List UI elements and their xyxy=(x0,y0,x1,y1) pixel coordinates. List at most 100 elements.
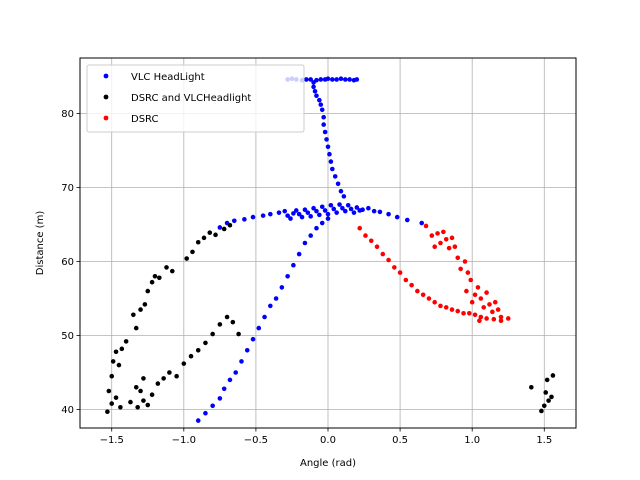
data-point xyxy=(467,311,472,316)
data-point xyxy=(340,205,345,211)
data-points xyxy=(105,76,556,423)
data-point xyxy=(133,325,139,331)
data-point xyxy=(314,93,319,99)
data-point xyxy=(484,316,489,321)
x-tick-label: 1.5 xyxy=(536,435,552,446)
data-point xyxy=(118,404,123,410)
data-point xyxy=(319,204,325,210)
data-point xyxy=(305,210,311,215)
data-point xyxy=(343,77,348,82)
data-point xyxy=(325,211,331,217)
data-point xyxy=(302,240,308,246)
data-point xyxy=(366,205,371,211)
data-point xyxy=(478,314,484,320)
data-point xyxy=(161,376,166,381)
data-point xyxy=(354,205,360,210)
data-point xyxy=(106,388,112,394)
data-point xyxy=(377,209,383,215)
data-point xyxy=(392,265,397,270)
data-point xyxy=(487,302,492,307)
data-point xyxy=(419,220,425,226)
data-point xyxy=(354,77,360,82)
data-point xyxy=(207,230,213,235)
data-point xyxy=(462,259,468,264)
data-point xyxy=(152,274,158,279)
data-point xyxy=(550,373,556,378)
data-point xyxy=(322,129,328,135)
data-point xyxy=(181,361,187,366)
data-point xyxy=(543,390,549,395)
data-point xyxy=(138,307,143,312)
data-point xyxy=(549,394,554,400)
data-point xyxy=(328,159,334,164)
data-point xyxy=(446,245,452,251)
data-point xyxy=(133,385,139,390)
data-point xyxy=(217,396,223,401)
legend-box xyxy=(86,64,305,133)
data-point xyxy=(345,202,351,208)
data-point xyxy=(174,373,179,379)
data-point xyxy=(322,208,328,213)
data-point xyxy=(169,268,175,274)
data-point xyxy=(541,403,547,409)
data-point xyxy=(374,244,380,249)
data-point xyxy=(184,256,189,261)
data-point xyxy=(452,244,458,249)
data-point xyxy=(360,207,365,212)
x-tick-label: −1.0 xyxy=(172,435,196,446)
data-point xyxy=(331,206,337,212)
data-point xyxy=(478,296,484,301)
data-point xyxy=(461,311,466,316)
data-point xyxy=(149,392,155,398)
data-point xyxy=(141,398,146,403)
data-point xyxy=(539,408,544,414)
data-point xyxy=(464,288,469,294)
data-point xyxy=(435,231,440,236)
y-tick-label: 50 xyxy=(61,331,74,342)
legend-marker-dsrc-and-vlc xyxy=(103,94,109,100)
data-point xyxy=(546,398,551,403)
data-point xyxy=(341,194,347,199)
data-point xyxy=(432,299,437,305)
data-point xyxy=(116,362,122,368)
data-point xyxy=(348,206,354,212)
data-point xyxy=(268,303,273,309)
data-point xyxy=(230,319,236,325)
data-point xyxy=(351,210,357,215)
data-point xyxy=(455,255,461,261)
data-point xyxy=(465,270,471,275)
data-point xyxy=(262,314,267,320)
y-tick-label: 70 xyxy=(61,183,74,194)
data-point xyxy=(224,314,230,320)
data-point xyxy=(157,275,162,281)
x-tick-label: 0.5 xyxy=(392,435,408,446)
data-point xyxy=(325,76,331,82)
data-point xyxy=(221,226,227,232)
data-point xyxy=(203,410,208,416)
legend-marker-vlc-headlight xyxy=(103,73,109,79)
data-point xyxy=(210,403,215,409)
data-point xyxy=(273,296,279,301)
data-point xyxy=(325,216,331,221)
y-tick-label: 40 xyxy=(61,405,74,416)
series-0 xyxy=(195,76,425,423)
data-point xyxy=(256,325,262,331)
data-point xyxy=(363,233,368,238)
data-point xyxy=(291,211,296,216)
data-point xyxy=(123,339,129,344)
data-point xyxy=(203,340,208,346)
data-point xyxy=(380,251,386,257)
data-point xyxy=(438,240,443,246)
data-point xyxy=(195,418,201,423)
x-tick-label: −0.5 xyxy=(244,435,268,446)
data-point xyxy=(311,205,316,211)
data-point xyxy=(164,265,169,270)
data-point xyxy=(227,377,233,383)
data-point xyxy=(368,238,374,244)
data-point xyxy=(335,181,341,187)
legend-marker-dsrc xyxy=(103,115,109,121)
data-point xyxy=(327,151,332,157)
data-point xyxy=(109,401,115,406)
data-point xyxy=(308,77,313,82)
data-point xyxy=(319,107,325,113)
